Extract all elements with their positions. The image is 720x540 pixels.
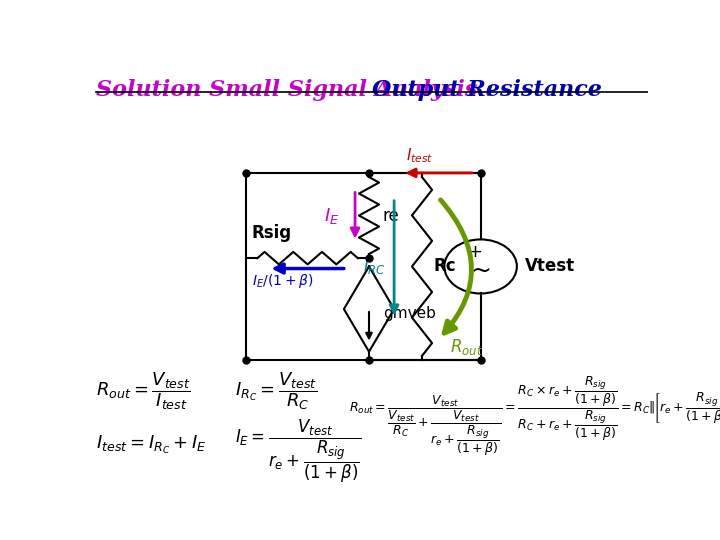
Text: $I_{R_C} = \dfrac{V_{test}}{R_C}$: $I_{R_C} = \dfrac{V_{test}}{R_C}$ <box>235 370 318 412</box>
Text: $I_{test} = I_{R_C} + I_E$: $I_{test} = I_{R_C} + I_E$ <box>96 434 206 456</box>
Text: Solution Small Signal Analysis :: Solution Small Signal Analysis : <box>96 79 500 102</box>
Text: Vtest: Vtest <box>526 258 575 275</box>
Text: $I_{RC}$: $I_{RC}$ <box>364 256 387 276</box>
Text: ~: ~ <box>470 259 491 282</box>
Text: $R_{out} = \dfrac{V_{test}}{I_{test}}$: $R_{out} = \dfrac{V_{test}}{I_{test}}$ <box>96 370 190 412</box>
Text: Rc: Rc <box>433 258 456 275</box>
Text: re: re <box>383 206 400 225</box>
Text: $R_{out} = \dfrac{V_{test}}{\dfrac{V_{test}}{R_C} + \dfrac{V_{test}}{r_e + \dfra: $R_{out} = \dfrac{V_{test}}{\dfrac{V_{te… <box>349 375 720 458</box>
Text: $I_{test}$: $I_{test}$ <box>405 146 433 165</box>
Text: gmveb: gmveb <box>383 306 436 321</box>
Text: $I_E/(1+\beta)$: $I_E/(1+\beta)$ <box>252 272 313 290</box>
Text: Rsig: Rsig <box>252 224 292 242</box>
Text: Output Resistance: Output Resistance <box>372 79 602 102</box>
Text: $I_E = \dfrac{V_{test}}{r_e + \dfrac{R_{sig}}{(1+\beta)}}$: $I_E = \dfrac{V_{test}}{r_e + \dfrac{R_{… <box>235 418 361 485</box>
Text: $R_{out}$: $R_{out}$ <box>450 337 483 357</box>
Text: $I_E$: $I_E$ <box>324 206 340 226</box>
Text: +: + <box>467 243 482 261</box>
